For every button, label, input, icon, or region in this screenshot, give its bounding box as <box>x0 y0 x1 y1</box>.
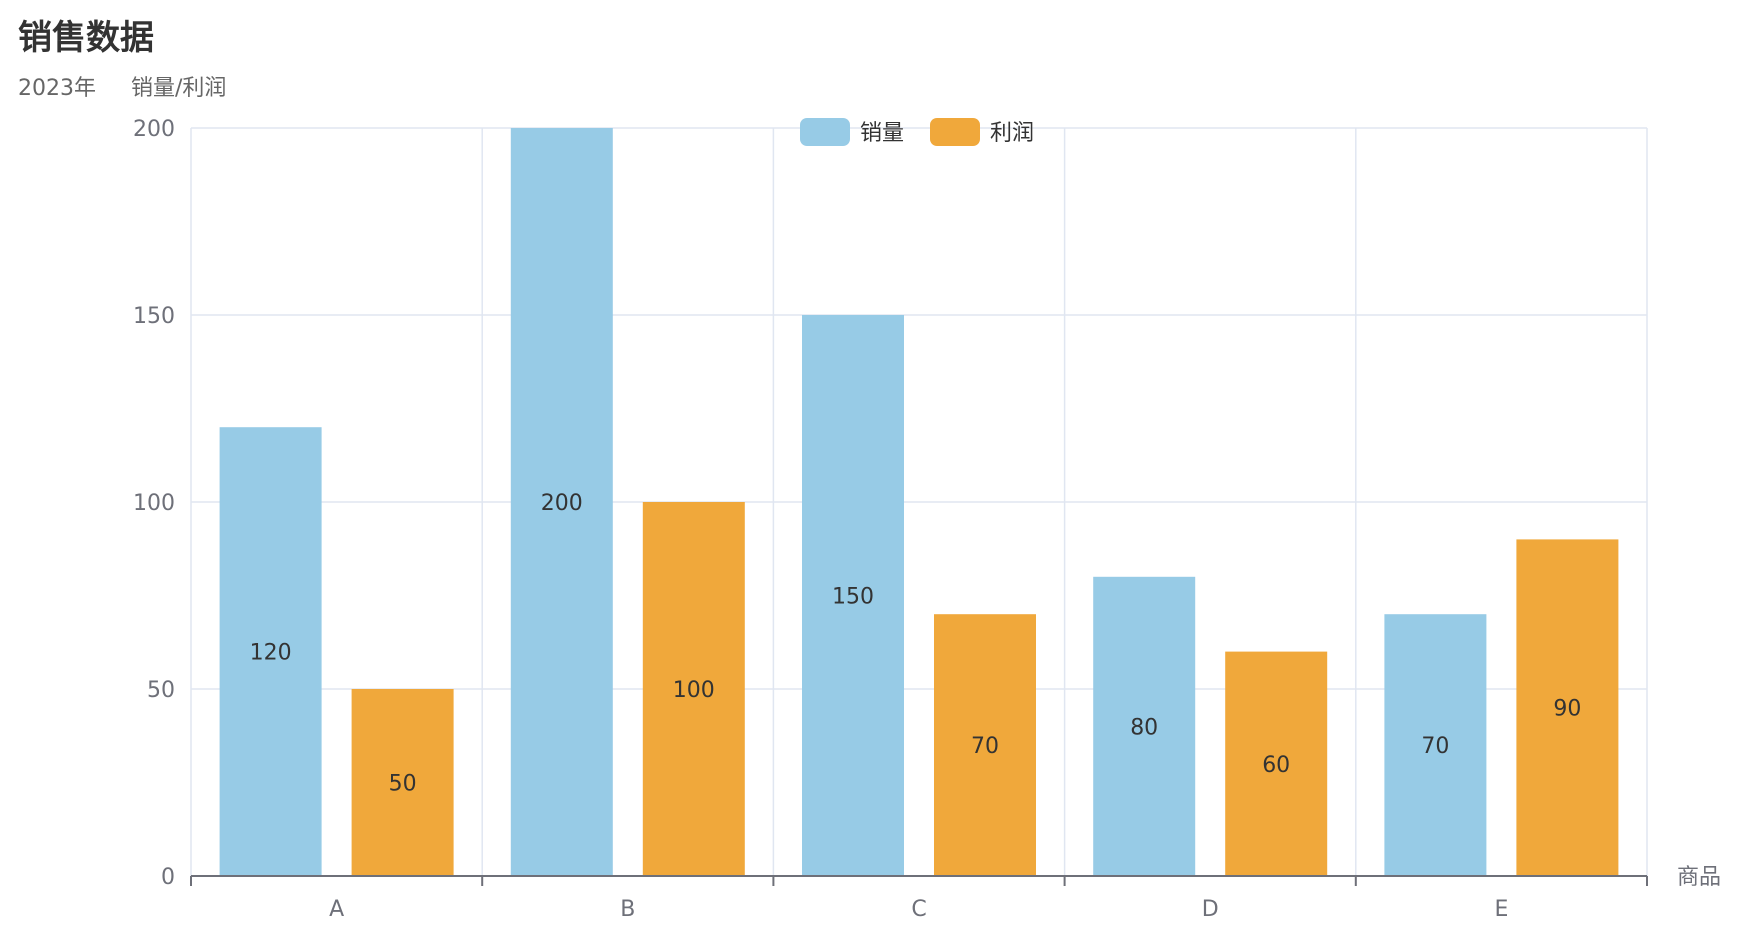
data-labels: 120 50 200 100 150 70 80 60 70 90 <box>250 491 1582 797</box>
axes: 0 50 100 150 200 A B C D E 商品 <box>133 117 1721 922</box>
bar-data-label: 120 <box>250 641 292 666</box>
bar-data-label: 100 <box>673 678 715 703</box>
y-tick-label: 0 <box>161 865 175 890</box>
legend-swatch <box>800 118 850 146</box>
bar-data-label: 50 <box>389 772 417 797</box>
legend-label: 销量 <box>860 121 904 146</box>
y-tick-label: 50 <box>147 678 175 703</box>
bar[interactable] <box>934 614 1036 876</box>
bar-data-label: 60 <box>1262 753 1290 778</box>
bar-data-label: 150 <box>832 585 874 610</box>
legend-swatch <box>930 118 980 146</box>
bar[interactable] <box>351 689 454 876</box>
bar-data-label: 200 <box>541 491 583 516</box>
legend-item[interactable]: 利润 <box>930 118 1034 146</box>
bar-data-label: 70 <box>971 734 999 759</box>
x-tick-label: C <box>911 897 926 922</box>
x-tick-label: D <box>1202 897 1219 922</box>
x-axis-name: 商品 <box>1677 865 1721 890</box>
x-tick-label: A <box>329 897 344 922</box>
bar[interactable] <box>219 427 322 876</box>
y-tick-label: 150 <box>133 304 175 329</box>
bar[interactable] <box>642 502 745 876</box>
bar[interactable] <box>1093 576 1196 876</box>
x-tick-label: E <box>1494 897 1508 922</box>
chart-title: 销售数据 <box>18 18 154 58</box>
chart-subtitle: 2023年 销量/利润 <box>18 76 227 101</box>
bar[interactable] <box>1516 539 1619 876</box>
bar[interactable] <box>802 315 904 876</box>
bar-data-label: 90 <box>1553 697 1581 722</box>
x-tick-label: B <box>620 897 635 922</box>
legend-label: 利润 <box>990 121 1034 146</box>
bar-data-label: 70 <box>1421 734 1449 759</box>
bar[interactable] <box>1225 651 1328 876</box>
y-tick-label: 200 <box>133 117 175 142</box>
legend-item[interactable]: 销量 <box>800 118 904 146</box>
bar[interactable] <box>510 128 613 876</box>
y-tick-label: 100 <box>133 491 175 516</box>
bars <box>219 128 1619 876</box>
legend[interactable]: 销量 利润 <box>800 118 1034 146</box>
bar-data-label: 80 <box>1130 715 1158 740</box>
bar[interactable] <box>1384 614 1487 876</box>
